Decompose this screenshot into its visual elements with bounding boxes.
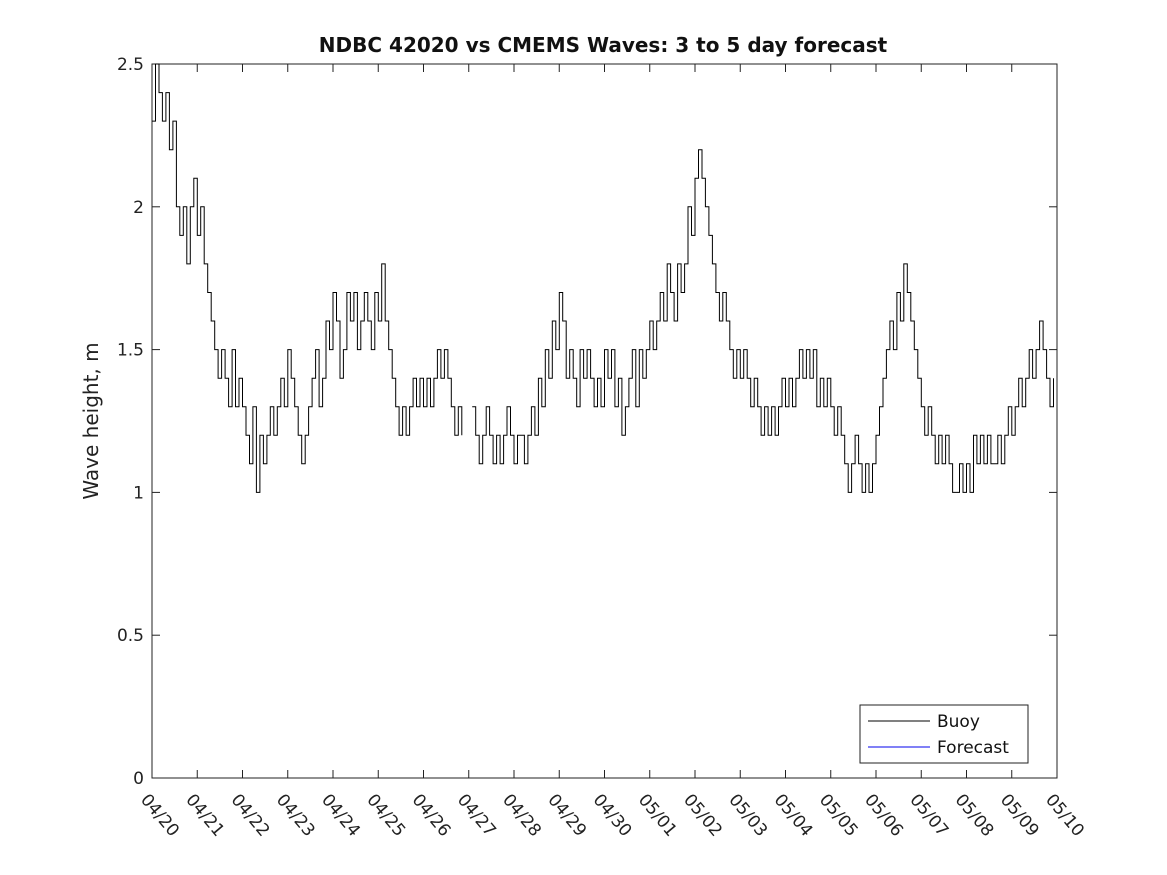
y-tick-label: 1 bbox=[133, 483, 144, 503]
x-tick-label: 04/21 bbox=[181, 790, 228, 840]
x-tick-label: 04/29 bbox=[543, 790, 590, 840]
y-axis: 0 0.5 1 1.5 2 2.5 bbox=[117, 55, 1057, 789]
legend-forecast-label: Forecast bbox=[937, 738, 1009, 758]
chart-title: NDBC 42020 vs CMEMS Waves: 3 to 5 day fo… bbox=[319, 33, 888, 57]
y-tick-label: 1.5 bbox=[117, 341, 144, 361]
y-tick-label: 0.5 bbox=[117, 626, 144, 646]
x-tick-label: 04/30 bbox=[589, 790, 636, 840]
buoy-line bbox=[472, 149, 1054, 493]
y-tick-label: 0 bbox=[133, 769, 144, 789]
x-tick-label: 05/06 bbox=[860, 790, 907, 840]
x-tick-label: 04/26 bbox=[408, 790, 455, 840]
legend-buoy-label: Buoy bbox=[937, 712, 980, 732]
x-tick-label: 04/23 bbox=[272, 790, 319, 840]
x-tick-label: 05/03 bbox=[724, 790, 771, 840]
x-tick-label: 05/08 bbox=[951, 790, 998, 840]
x-tick-label: 04/25 bbox=[362, 790, 409, 840]
y-tick-label: 2 bbox=[133, 198, 144, 218]
y-tick-label: 2.5 bbox=[117, 55, 144, 75]
plot-area bbox=[151, 63, 1058, 779]
x-tick-label: 05/01 bbox=[634, 790, 681, 840]
legend-box bbox=[859, 704, 1029, 764]
x-tick-label: 05/07 bbox=[905, 790, 952, 840]
buoy-line bbox=[152, 63, 463, 493]
x-tick-label: 04/27 bbox=[453, 790, 500, 840]
x-tick-label: 04/22 bbox=[227, 790, 274, 840]
x-tick-label: 04/20 bbox=[136, 790, 183, 840]
x-tick-label: 04/28 bbox=[498, 790, 545, 840]
series-layer bbox=[152, 63, 1054, 493]
y-axis-label: Wave height, m bbox=[79, 342, 103, 499]
x-tick-label: 05/09 bbox=[996, 790, 1043, 840]
x-tick-label: 05/04 bbox=[770, 790, 817, 840]
legend: Buoy Forecast bbox=[859, 704, 1029, 764]
x-tick-label: 05/05 bbox=[815, 790, 862, 840]
x-tick-label: 04/24 bbox=[317, 790, 364, 840]
x-tick-label: 05/02 bbox=[679, 790, 726, 840]
x-tick-label: 05/10 bbox=[1041, 790, 1088, 840]
